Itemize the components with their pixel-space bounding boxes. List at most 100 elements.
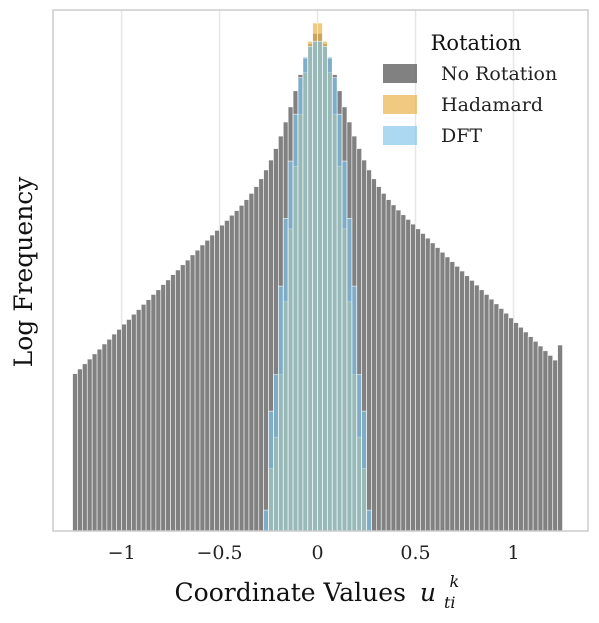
histogram-bar-no-rotation — [371, 178, 377, 532]
histogram-bar-no-rotation — [194, 249, 201, 532]
histogram-bar-dft — [307, 46, 314, 532]
histogram-bar-dft — [302, 56, 309, 532]
histogram-bar-no-rotation — [434, 247, 441, 532]
histogram-bar-no-rotation — [248, 193, 255, 532]
histogram-bar-no-rotation — [199, 244, 206, 532]
histogram-bar-no-rotation — [145, 299, 152, 532]
histogram-bar-no-rotation — [189, 254, 196, 532]
histogram-bar-dft — [292, 113, 299, 532]
histogram-bar-no-rotation — [96, 348, 103, 532]
histogram-bar-no-rotation — [366, 169, 372, 532]
histogram-bar-no-rotation — [542, 350, 549, 532]
histogram-bar-no-rotation — [238, 205, 245, 532]
histogram-bar-dft — [322, 46, 328, 532]
histogram-bar-no-rotation — [91, 353, 98, 532]
histogram-bar-no-rotation — [557, 344, 563, 532]
histogram-bar-dft — [356, 374, 363, 532]
histogram-bar-no-rotation — [209, 234, 216, 532]
x-tick-label: −0.5 — [197, 542, 243, 564]
histogram-bar-no-rotation — [537, 345, 544, 532]
histogram-bar-no-rotation — [131, 313, 137, 532]
histogram-bar-no-rotation — [376, 186, 382, 532]
histogram-bar-no-rotation — [184, 259, 191, 532]
histogram-bar-dft — [268, 410, 274, 532]
histogram-bar-no-rotation — [469, 280, 475, 532]
histogram-bar-dft — [331, 77, 338, 532]
histogram-bar-dft — [263, 509, 269, 532]
histogram-bar-no-rotation — [459, 270, 465, 532]
histogram-bar-no-rotation — [263, 169, 269, 532]
histogram-bar-dft — [366, 509, 372, 532]
histogram-bar-no-rotation — [135, 309, 142, 532]
legend-title: Rotation — [431, 31, 522, 55]
histogram-bar-no-rotation — [140, 304, 147, 532]
histogram-bar-no-rotation — [258, 178, 265, 532]
histogram-bar-no-rotation — [126, 319, 132, 532]
histogram-bar-no-rotation — [444, 256, 451, 532]
histogram-bar-dft — [346, 218, 353, 532]
histogram-bar-no-rotation — [77, 368, 83, 532]
histogram-bar-no-rotation — [106, 338, 113, 532]
histogram-bar-no-rotation — [410, 223, 416, 532]
histogram-bar-no-rotation — [508, 317, 514, 532]
histogram-bar-dft — [336, 113, 343, 532]
histogram-bar-no-rotation — [513, 322, 519, 532]
histogram-bar-no-rotation — [522, 331, 529, 532]
histogram-bar-no-rotation — [219, 224, 225, 532]
histogram-bar-dft — [287, 160, 294, 532]
histogram-bar-dft — [273, 374, 279, 532]
histogram-bar-no-rotation — [233, 210, 240, 532]
x-axis-label-symbol: u — [420, 578, 436, 607]
histogram-bar-no-rotation — [488, 298, 495, 532]
x-tick-label: 0.5 — [400, 542, 430, 564]
histogram-bar-no-rotation — [454, 265, 460, 532]
histogram-bar-no-rotation — [160, 284, 167, 532]
legend-item-no-rotation: No Rotation — [383, 63, 557, 85]
histogram-bar-no-rotation — [420, 233, 426, 532]
histogram-bar-no-rotation — [547, 355, 554, 532]
x-tick-label: 1 — [507, 542, 519, 564]
histogram-bar-no-rotation — [214, 230, 220, 532]
histogram-bar-no-rotation — [150, 294, 157, 532]
histogram-bar-no-rotation — [224, 220, 230, 532]
histogram-bar-no-rotation — [498, 308, 505, 532]
histogram-bar-no-rotation — [405, 219, 411, 532]
histogram-bar-no-rotation — [116, 329, 122, 532]
histogram-bar-no-rotation — [493, 303, 500, 532]
x-axis-label: Coordinate Values u ti k — [175, 572, 464, 614]
x-axis-label-superscript: k — [449, 572, 459, 591]
legend-item-dft: DFT — [383, 125, 482, 147]
histogram-bar-no-rotation — [170, 274, 176, 532]
legend: Rotation No Rotation Hadamard DFT — [383, 31, 557, 147]
histogram-bar-no-rotation — [385, 199, 392, 532]
legend-label-dft: DFT — [441, 125, 482, 147]
legend-swatch-dft — [383, 126, 417, 145]
histogram-bar-dft — [341, 160, 348, 532]
histogram-bar-no-rotation — [121, 323, 127, 532]
histogram-bar-no-rotation — [165, 279, 171, 532]
histogram-bar-no-rotation — [400, 214, 407, 532]
histogram-bar-no-rotation — [532, 341, 539, 532]
histogram-bar-dft — [351, 285, 358, 532]
histogram-bar-no-rotation — [415, 228, 421, 532]
histogram-bar-no-rotation — [390, 204, 397, 532]
histogram-bar-no-rotation — [243, 199, 250, 532]
histogram-bar-no-rotation — [155, 289, 162, 532]
histogram-bar-no-rotation — [424, 237, 431, 532]
histogram-bar-no-rotation — [449, 261, 456, 532]
x-axis-label-subscript: ti — [444, 593, 456, 612]
histogram-bar-dft — [312, 40, 318, 532]
histogram-bar-no-rotation — [101, 343, 108, 532]
plot-frame — [52, 9, 589, 532]
histogram-bar-dft — [361, 410, 367, 532]
histogram-bar-no-rotation — [82, 363, 88, 532]
legend-item-hadamard: Hadamard — [383, 94, 543, 116]
legend-swatch-no-rotation — [383, 64, 417, 83]
histogram-bar-no-rotation — [180, 264, 186, 532]
histogram-bar-no-rotation — [380, 193, 387, 532]
histogram-bar-no-rotation — [503, 312, 509, 532]
histogram-bar-dft — [278, 285, 284, 532]
histogram-bar-no-rotation — [473, 284, 480, 532]
histogram-bar-no-rotation — [111, 333, 118, 532]
